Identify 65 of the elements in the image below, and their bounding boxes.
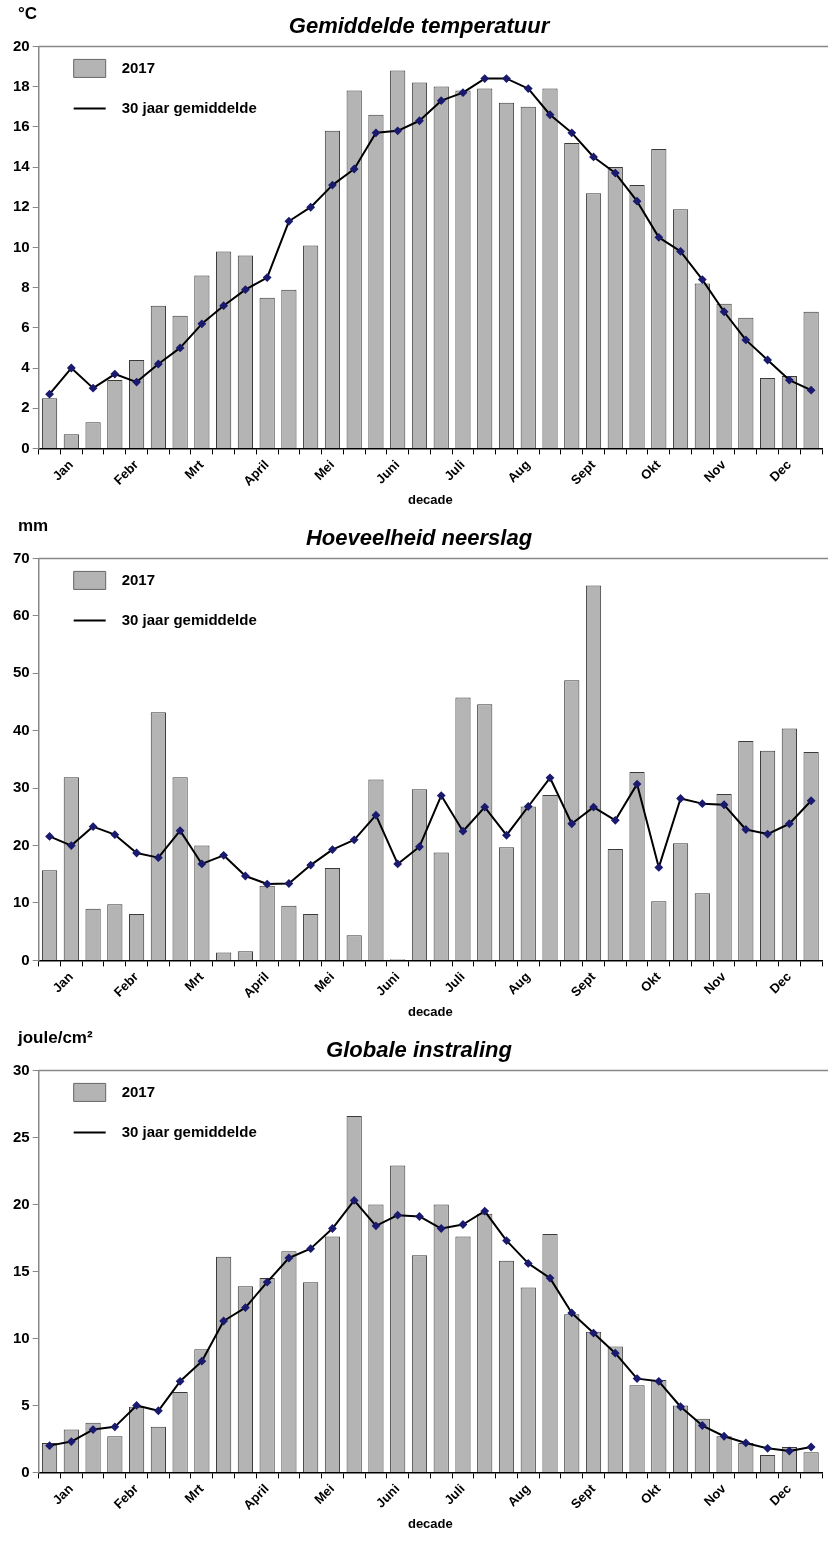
x-tick-label: Mei [311, 456, 338, 483]
legend-label: 2017 [121, 570, 156, 588]
x-tick-label: Okt [637, 968, 664, 995]
x-axis-title: decade [407, 491, 453, 507]
legend-label: 2017 [121, 58, 156, 76]
y-tick-label: 5 [21, 1395, 30, 1413]
x-tick-label: Jan [49, 1480, 77, 1508]
y-tick-label: 30 [13, 778, 30, 796]
y-tick-label: 20 [13, 835, 30, 853]
y-tick-label: 25 [13, 1127, 30, 1145]
y-tick-label: 40 [13, 720, 30, 738]
x-tick-label: Jan [49, 456, 77, 484]
y-axis-title: mm [18, 516, 49, 536]
x-tick-label: Mei [311, 1480, 338, 1507]
y-tick-label: 20 [13, 1194, 30, 1212]
y-tick-label: 10 [13, 237, 30, 255]
y-tick-label: 6 [21, 317, 30, 335]
x-tick-label: Jan [49, 968, 77, 996]
y-tick-label: 0 [21, 950, 30, 968]
x-tick-label: Okt [637, 1480, 664, 1507]
y-tick-label: 16 [13, 116, 30, 134]
x-tick-label: Dec [766, 1480, 795, 1509]
x-tick-label: Juli [441, 1480, 468, 1508]
x-tick-label: Nov [700, 456, 730, 485]
y-tick-label: 12 [13, 197, 30, 215]
y-tick-label: 8 [21, 277, 30, 295]
x-axis-title: decade [407, 1003, 453, 1019]
y-tick-label: 0 [21, 1462, 30, 1480]
y-tick-label: 4 [21, 358, 31, 376]
y-tick-label: 15 [13, 1261, 30, 1279]
chart-title: Globale instraling [326, 1037, 513, 1063]
y-tick-label: 10 [13, 893, 30, 911]
x-tick-label: Aug [504, 968, 533, 998]
x-tick-label: Mrt [181, 1480, 207, 1506]
x-tick-label: Aug [504, 456, 533, 486]
y-tick-label: 60 [13, 605, 30, 623]
y-tick-label: 10 [13, 1328, 30, 1346]
y-tick-label: 20 [13, 36, 30, 54]
y-axis-title: joule/cm² [18, 1028, 93, 1048]
y-tick-label: 30 [13, 1060, 30, 1078]
chart-title: Gemiddelde temperatuur [288, 13, 551, 39]
y-axis-title: °C [18, 4, 38, 24]
x-tick-label: Dec [766, 456, 795, 485]
y-tick-label: 0 [21, 438, 30, 456]
x-tick-label: Aug [504, 1480, 533, 1510]
x-tick-label: Dec [766, 968, 795, 997]
x-axis-title: decade [407, 1515, 453, 1531]
legend-label: 2017 [121, 1082, 156, 1100]
y-tick-label: 18 [13, 76, 30, 94]
y-tick-label: 2 [21, 398, 30, 416]
x-tick-label: Mrt [181, 456, 207, 482]
legend-label: 30 jaar gemiddelde [121, 98, 257, 116]
x-tick-label: Nov [700, 968, 730, 997]
legend-label: 30 jaar gemiddelde [121, 610, 257, 628]
y-tick-label: 14 [13, 157, 31, 175]
x-tick-label: Okt [637, 456, 664, 483]
x-tick-label: Nov [700, 1480, 730, 1509]
chart-title: Hoeveelheid neerslag [305, 525, 533, 551]
y-tick-label: 50 [13, 663, 30, 681]
x-tick-label: Mei [311, 968, 338, 995]
x-tick-label: Mrt [181, 968, 207, 994]
x-tick-label: Juli [441, 456, 468, 484]
y-tick-label: 70 [13, 548, 30, 566]
legend-label: 30 jaar gemiddelde [121, 1122, 257, 1140]
x-tick-label: Juli [441, 968, 468, 996]
